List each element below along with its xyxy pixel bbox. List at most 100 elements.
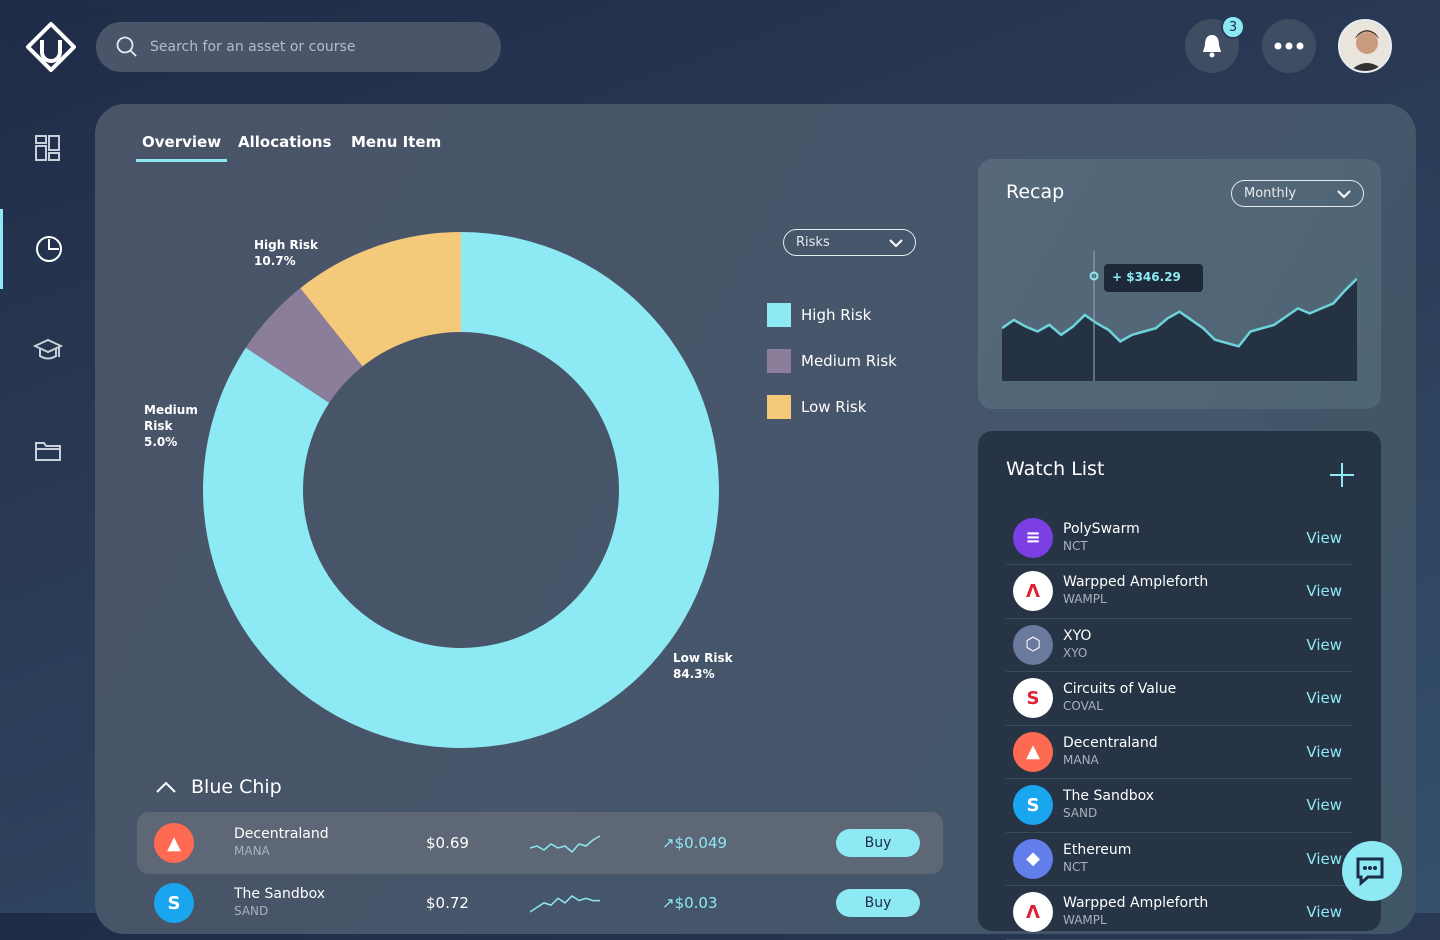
view-link[interactable]: View [1306, 796, 1342, 814]
asset-name-block: Ethereum NCT [1063, 842, 1131, 876]
sidebar-item-portfolio[interactable] [0, 209, 95, 289]
label-high-risk: High Risk 10.7% [254, 238, 318, 268]
asset-name: XYO [1063, 627, 1092, 644]
view-link[interactable]: View [1306, 689, 1342, 707]
more-options-button[interactable] [1262, 19, 1316, 73]
watch-list-item[interactable]: S Circuits of Value COVAL View [1006, 672, 1352, 726]
user-avatar-icon [1340, 21, 1390, 71]
blue-chip-row[interactable]: ▲ Decentraland MANA $0.69 ↗$0.049 Buy [137, 812, 943, 874]
asset-name: Decentraland [1063, 734, 1158, 751]
sidebar-item-courses[interactable] [0, 310, 95, 390]
asset-symbol: NCT [1063, 859, 1088, 874]
asset-symbol: NCT [1063, 538, 1088, 553]
dashboard-icon [34, 135, 60, 161]
chat-icon [1356, 857, 1384, 887]
donut-slice-high-risk[interactable] [300, 232, 461, 367]
asset-name-block: XYO XYO [1063, 628, 1091, 662]
asset-name-block: PolySwarm NCT [1063, 521, 1140, 555]
coin-icon: ▲ [154, 823, 194, 863]
recap-line [1002, 277, 1357, 348]
more-icon [1274, 42, 1304, 50]
search-input[interactable] [150, 39, 470, 55]
asset-name: Ethereum [1063, 841, 1132, 858]
bell-icon [1203, 35, 1221, 58]
watch-list-item[interactable]: ⬡ XYO XYO View [1006, 618, 1352, 672]
donut-slice-low-risk[interactable] [203, 232, 719, 748]
coin-icon: ≡ [1013, 517, 1053, 558]
asset-name: Decentraland [234, 826, 329, 842]
period-select[interactable]: Monthly [1231, 180, 1364, 207]
asset-symbol: SAND [1063, 806, 1098, 820]
asset-symbol: MANA [1063, 752, 1099, 767]
coin-icon: S [1013, 678, 1053, 718]
view-link[interactable]: View [1306, 903, 1342, 921]
legend-label: High Risk [801, 306, 872, 324]
legend-swatch [767, 303, 791, 327]
risk-donut-chart [203, 232, 719, 748]
asset-name: The Sandbox [234, 886, 326, 902]
coin-icon: ▲ [1013, 731, 1053, 772]
legend-item: Medium Risk [767, 349, 897, 373]
view-link[interactable]: View [1306, 742, 1342, 761]
legend-swatch [767, 349, 791, 373]
period-value: Monthly [1244, 186, 1297, 201]
coin-icon: ◆ [1013, 838, 1053, 879]
blue-chip-row[interactable]: S The Sandbox SAND $0.72 ↗$0.03 Buy [137, 872, 943, 934]
recap-card: Recap Monthly + $346.29 [978, 159, 1381, 409]
legend-item: High Risk [767, 303, 871, 327]
asset-name-block: Warpped Ampleforth WAMPL [1063, 574, 1208, 608]
asset-name-block: The Sandbox SAND [1063, 788, 1154, 822]
folder-icon [34, 442, 61, 461]
buy-button[interactable]: Buy [836, 889, 920, 917]
coin-icon: Λ [1013, 892, 1053, 932]
asset-price: $0.69 [426, 834, 469, 852]
asset-symbol: WAMPL [1063, 592, 1107, 606]
blue-chip-header[interactable]: Blue Chip [155, 776, 282, 798]
coin-icon: S [154, 883, 194, 923]
watch-list-item[interactable]: ≡ PolySwarm NCT View [1006, 511, 1352, 565]
notifications-button[interactable]: 3 [1185, 15, 1245, 73]
chevron-down-icon [1337, 189, 1351, 198]
pie-chart-icon [36, 236, 62, 262]
asset-name-block: The Sandbox SAND [234, 886, 325, 920]
asset-name: The Sandbox [1063, 788, 1155, 804]
recap-area-chart [1002, 251, 1357, 381]
chevron-up-icon [156, 781, 176, 793]
buy-button[interactable]: Buy [836, 829, 920, 857]
sidebar-item-dashboard[interactable] [0, 108, 95, 188]
tab-overview[interactable]: Overview [136, 133, 228, 162]
watch-list-item[interactable]: S The Sandbox SAND View [1006, 779, 1352, 833]
watch-list-item[interactable]: Λ Warpped Ampleforth WAMPL View [1006, 565, 1352, 619]
sparkline [530, 835, 601, 854]
view-link[interactable]: View [1306, 528, 1342, 547]
sparkline [530, 895, 600, 913]
search-bar[interactable] [96, 22, 501, 72]
tab-menu-item[interactable]: Menu Item [351, 133, 442, 151]
view-link[interactable]: View [1306, 849, 1342, 868]
asset-symbol: MANA [234, 844, 270, 858]
label-medium-risk: Medium Risk 5.0% [144, 403, 198, 449]
asset-symbol: WAMPL [1063, 913, 1107, 927]
chat-button[interactable] [1342, 841, 1402, 901]
view-link[interactable]: View [1306, 635, 1342, 654]
watch-list-title: Watch List [1006, 458, 1105, 480]
view-link[interactable]: View [1306, 582, 1342, 600]
asset-name-block: Warpped Ampleforth WAMPL [1063, 895, 1208, 929]
watch-list-item[interactable]: ▲ Decentraland MANA View [1006, 725, 1352, 779]
asset-name: PolySwarm [1063, 520, 1140, 537]
asset-price: $0.72 [426, 894, 469, 912]
asset-name: Circuits of Value [1063, 681, 1177, 697]
risk-select-value: Risks [796, 235, 830, 250]
watch-list-item[interactable]: ◆ Ethereum NCT View [1006, 832, 1352, 886]
sidebar-item-files[interactable] [0, 411, 95, 491]
avatar[interactable] [1338, 19, 1392, 73]
risk-select[interactable]: Risks [783, 229, 916, 256]
add-icon[interactable] [1328, 461, 1356, 489]
tab-allocations[interactable]: Allocations [238, 133, 332, 151]
asset-change-value: $0.03 [674, 894, 718, 912]
legend-label: Low Risk [801, 398, 867, 416]
legend-item: Low Risk [767, 395, 866, 419]
logo[interactable] [26, 22, 76, 72]
recap-cursor-point [1089, 271, 1099, 281]
donut-slice-medium-risk[interactable] [245, 288, 363, 403]
